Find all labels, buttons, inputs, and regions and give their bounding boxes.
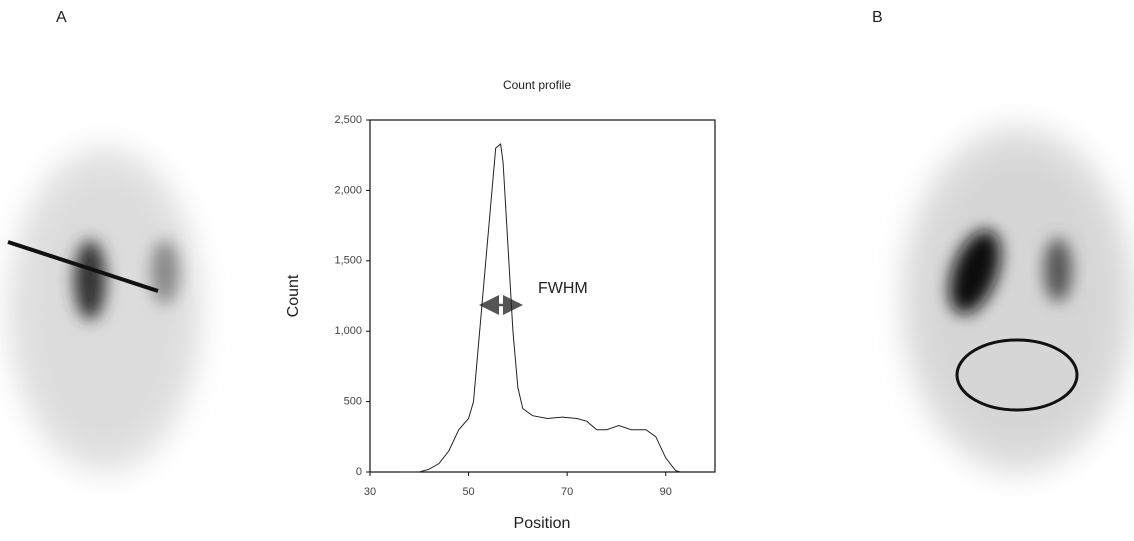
y-tick-label: 2,500 bbox=[334, 114, 362, 126]
y-tick-label: 500 bbox=[344, 396, 362, 408]
x-tick-label: 70 bbox=[561, 486, 573, 498]
plot-frame bbox=[369, 119, 716, 473]
y-tick-label: 1,000 bbox=[334, 325, 362, 337]
x-tick-label: 50 bbox=[462, 486, 474, 498]
y-tick-label: 0 bbox=[356, 466, 362, 478]
annotation: FWHM bbox=[538, 280, 588, 297]
x-tick-label: 90 bbox=[660, 486, 672, 498]
chart-title: Count profile bbox=[503, 78, 571, 92]
line bbox=[399, 142, 681, 473]
panel-label: A bbox=[56, 9, 67, 26]
panel-label: B bbox=[872, 9, 883, 26]
y-tick-label: 1,500 bbox=[334, 255, 362, 267]
x-axis-label: Position bbox=[514, 515, 571, 532]
x-tick-label: 30 bbox=[364, 486, 376, 498]
y-axis-label: Count bbox=[285, 274, 302, 317]
y-tick-label: 2,000 bbox=[334, 184, 362, 196]
brain-image-a bbox=[7, 145, 203, 475]
brain-image-b bbox=[900, 125, 1134, 475]
